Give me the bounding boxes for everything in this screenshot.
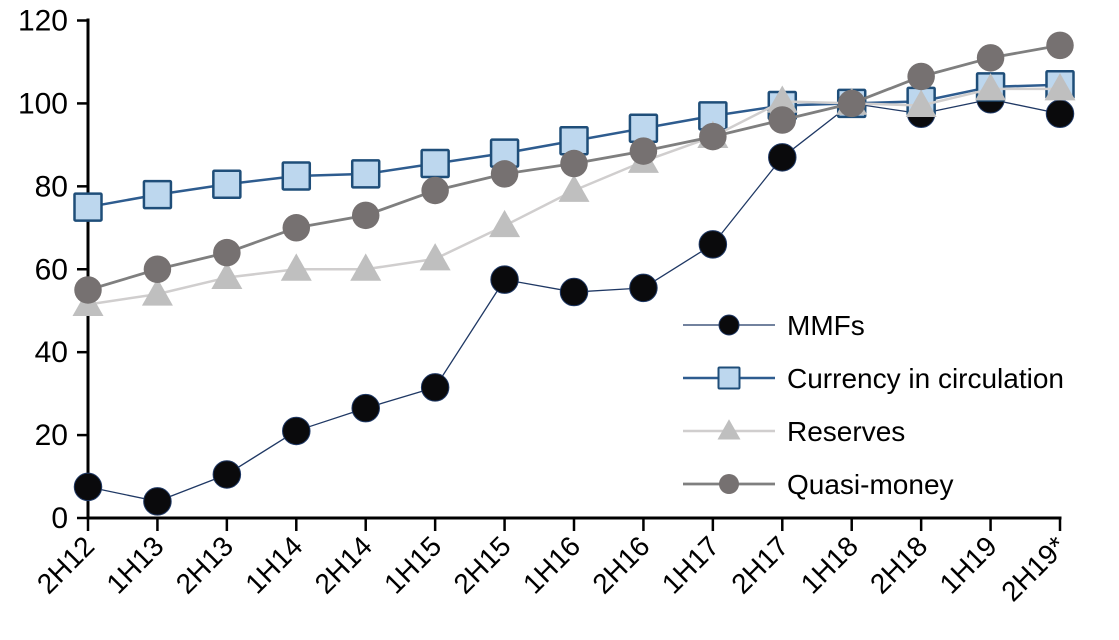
marker-quasi-money-1h13 <box>143 255 172 283</box>
marker-quasi-money-1h17 <box>699 122 727 151</box>
marker-quasi-money-1h18 <box>837 89 866 118</box>
marker-reserves-2h19 <box>1044 73 1076 101</box>
y-tick-label: 120 <box>18 5 68 38</box>
marker-quasi-money-2h13 <box>213 238 241 267</box>
marker-mmfs-2h13 <box>212 460 242 489</box>
x-tick-label-2h12: 2H12 <box>31 530 100 599</box>
x-tick-label-1h19: 1H19 <box>934 530 1003 599</box>
x-tick-label-1h17: 1H17 <box>656 530 725 599</box>
legend-marker-reserves <box>717 419 741 440</box>
marker-quasi-money-1h14 <box>282 214 311 242</box>
marker-quasi-money-2h18 <box>907 62 935 91</box>
legend-item-quasi-money: Quasi-money <box>683 469 954 500</box>
legend-marker-mmfs <box>718 314 740 336</box>
legend-item-reserves: Reserves <box>683 416 905 447</box>
marker-mmfs-2h16 <box>629 273 658 303</box>
y-tick-label: 100 <box>18 87 68 120</box>
marker-reserves-2h14 <box>350 253 382 281</box>
marker-reserves-2h15 <box>489 209 521 238</box>
y-tick-label: 60 <box>35 253 68 286</box>
legend-label-quasi-money: Quasi-money <box>787 469 954 500</box>
x-tick-label-2h14: 2H14 <box>309 530 378 599</box>
marker-currency-in-circulation-2h12 <box>73 192 103 222</box>
marker-quasi-money-2h19 <box>1046 31 1074 60</box>
marker-currency-in-circulation-2h14 <box>350 159 381 189</box>
x-tick-label-1h16: 1H16 <box>517 530 586 599</box>
marker-currency-in-circulation-1h14 <box>281 161 312 191</box>
marker-mmfs-1h16 <box>559 277 589 307</box>
x-tick-label-2h19: 2H19* <box>995 530 1072 607</box>
marker-mmfs-2h14 <box>351 393 380 423</box>
marker-mmfs-2h15 <box>490 265 519 294</box>
marker-quasi-money-1h16 <box>560 149 588 178</box>
marker-reserves-1h16 <box>558 174 590 202</box>
legend-item-currency-in-circulation: Currency in circulation <box>683 363 1064 394</box>
marker-quasi-money-2h15 <box>490 160 519 188</box>
marker-quasi-money-1h19 <box>976 44 1005 72</box>
marker-mmfs-2h19 <box>1045 99 1075 129</box>
marker-mmfs-1h15 <box>420 373 450 402</box>
marker-mmfs-1h14 <box>282 416 311 446</box>
legend-item-mmfs: MMFs <box>683 310 865 341</box>
x-tick-label-1h18: 1H18 <box>795 530 864 599</box>
marker-mmfs-2h12 <box>73 472 103 502</box>
marker-reserves-1h13 <box>141 278 173 306</box>
x-tick-label-2h16: 2H16 <box>586 530 655 599</box>
x-tick-label-2h13: 2H13 <box>170 530 239 599</box>
marker-currency-in-circulation-2h13 <box>212 169 242 200</box>
legend-marker-currency-in-circulation <box>717 366 741 390</box>
marker-quasi-money-2h16 <box>629 137 658 165</box>
legend-label-reserves: Reserves <box>787 416 905 447</box>
marker-reserves-2h18 <box>905 89 937 117</box>
x-tick-label-1h14: 1H14 <box>239 530 308 599</box>
marker-quasi-money-2h12 <box>74 276 102 304</box>
x-tick-label-2h18: 2H18 <box>864 530 933 599</box>
marker-quasi-money-2h17 <box>768 106 797 134</box>
marker-reserves-1h19 <box>975 73 1007 101</box>
y-tick-label: 80 <box>35 170 68 203</box>
y-tick-label: 40 <box>35 336 68 369</box>
legend-label-mmfs: MMFs <box>787 310 865 341</box>
marker-reserves-2h13 <box>211 261 243 289</box>
legend: MMFs Currency in circulation Reserves Quasi… <box>683 310 1064 500</box>
marker-mmfs-1h13 <box>143 487 172 516</box>
x-tick-label-1h15: 1H15 <box>378 530 447 599</box>
x-tick-label-2h17: 2H17 <box>725 530 794 599</box>
marker-mmfs-1h17 <box>698 230 728 259</box>
legend-label-currency-in-circulation: Currency in circulation <box>787 363 1064 394</box>
marker-mmfs-2h17 <box>768 143 797 172</box>
marker-currency-in-circulation-1h15 <box>420 148 450 179</box>
y-tick-label: 20 <box>35 419 68 452</box>
marker-reserves-2h17 <box>766 85 798 113</box>
marker-quasi-money-2h14 <box>351 201 380 230</box>
marker-quasi-money-1h15 <box>421 176 449 205</box>
series-quasi-money <box>74 31 1074 304</box>
x-tick-label-2h15: 2H15 <box>448 530 517 599</box>
marker-reserves-1h15 <box>419 243 451 271</box>
legend-marker-quasi-money <box>719 474 739 494</box>
y-tick-label: 0 <box>51 502 68 535</box>
marker-currency-in-circulation-1h13 <box>142 179 173 210</box>
marker-reserves-1h14 <box>280 253 312 281</box>
x-tick-label-1h13: 1H13 <box>100 530 169 599</box>
